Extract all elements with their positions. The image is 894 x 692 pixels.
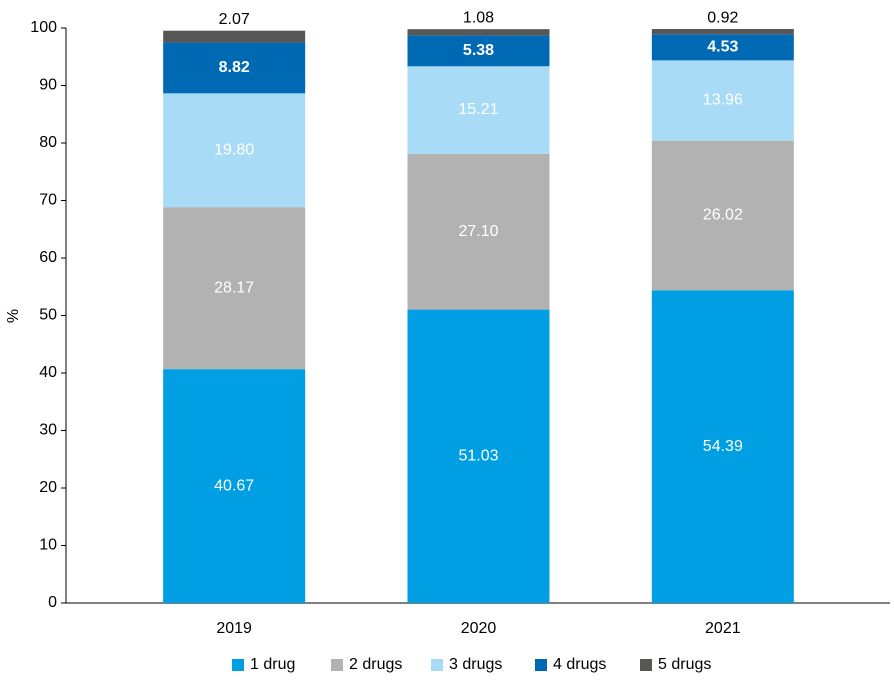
legend-swatch	[232, 659, 244, 671]
legend-swatch	[331, 659, 343, 671]
legend-label: 4 drugs	[553, 656, 606, 673]
y-tick-label: 40	[39, 364, 57, 381]
legend-label: 1 drug	[250, 656, 295, 673]
data-label: 13.96	[703, 92, 743, 109]
data-label: 5.38	[463, 42, 494, 59]
data-label: 19.80	[214, 141, 254, 158]
bar-segment	[163, 369, 306, 603]
y-tick-label: 30	[39, 422, 57, 439]
y-tick-label: 70	[39, 192, 57, 209]
y-tick-label: 0	[48, 594, 57, 611]
x-tick-label: 2019	[216, 620, 252, 637]
bar-segment	[407, 35, 550, 67]
legend-label: 2 drugs	[349, 656, 402, 673]
y-tick-label: 80	[39, 134, 57, 151]
bar-segment	[163, 30, 306, 43]
data-label: 1.08	[463, 9, 494, 26]
bar-segment	[651, 140, 794, 291]
data-label: 27.10	[458, 223, 498, 240]
data-label: 2.07	[219, 11, 250, 28]
data-label: 51.03	[458, 448, 498, 465]
y-axis-label: %	[5, 309, 22, 323]
bar-segment	[407, 153, 550, 310]
data-label: 4.53	[707, 39, 738, 56]
y-tick-label: 20	[39, 479, 57, 496]
legend-label: 5 drugs	[658, 656, 711, 673]
legend-swatch	[535, 659, 547, 671]
bar-segment	[163, 42, 306, 94]
y-tick-label: 10	[39, 537, 57, 554]
y-tick-label: 50	[39, 307, 57, 324]
bar-segment	[651, 60, 794, 141]
bar-segment	[163, 93, 306, 208]
data-label: 0.92	[707, 9, 738, 26]
data-label: 8.82	[219, 59, 250, 76]
y-tick-label: 60	[39, 249, 57, 266]
legend-swatch	[640, 659, 652, 671]
bar-segment	[407, 66, 550, 154]
bar-segment	[651, 290, 794, 603]
y-tick-label: 90	[39, 77, 57, 94]
data-label: 28.17	[214, 279, 254, 296]
data-label: 40.67	[214, 477, 254, 494]
y-tick-label: 100	[30, 19, 57, 36]
data-label: 54.39	[703, 438, 743, 455]
legend-swatch	[431, 659, 443, 671]
x-tick-label: 2021	[705, 620, 741, 637]
bar-segment	[407, 29, 550, 36]
data-label: 15.21	[458, 101, 498, 118]
bar-segment	[651, 29, 794, 35]
bar-segment	[163, 207, 306, 370]
x-tick-label: 2020	[461, 620, 497, 637]
bar-segment	[407, 309, 550, 603]
bar-segment	[651, 34, 794, 61]
data-label: 26.02	[703, 207, 743, 224]
legend-label: 3 drugs	[449, 656, 502, 673]
